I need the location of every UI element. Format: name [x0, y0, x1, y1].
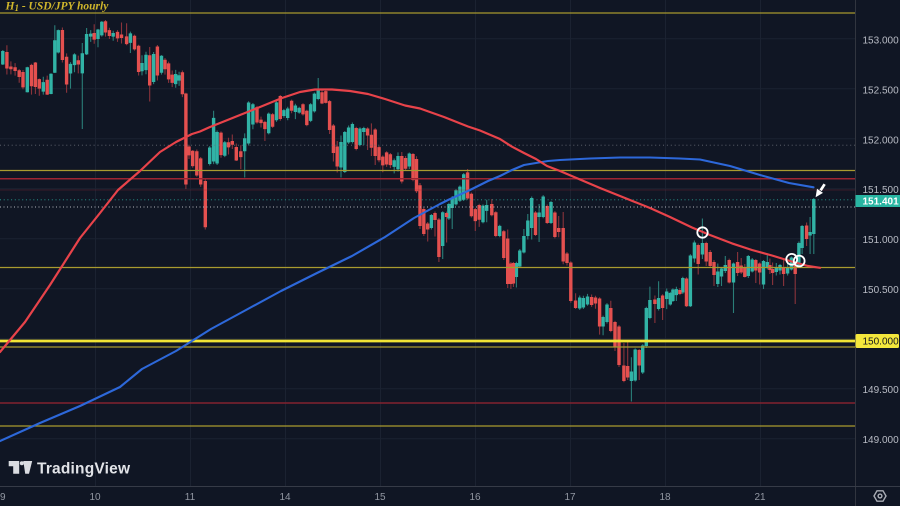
- svg-text:151.401: 151.401: [863, 197, 900, 208]
- svg-text:16: 16: [469, 492, 481, 503]
- svg-text:149.000: 149.000: [863, 435, 900, 446]
- svg-text:17: 17: [564, 492, 576, 503]
- svg-text:21: 21: [754, 492, 766, 503]
- svg-text:152.000: 152.000: [863, 135, 900, 146]
- svg-text:10: 10: [89, 492, 101, 503]
- svg-text:151.000: 151.000: [863, 235, 900, 246]
- svg-text:11: 11: [185, 492, 196, 503]
- svg-text:TradingView: TradingView: [37, 461, 131, 478]
- svg-text:15: 15: [374, 492, 386, 503]
- svg-text:14: 14: [279, 492, 291, 503]
- svg-text:152.500: 152.500: [863, 85, 900, 96]
- svg-text:9: 9: [0, 492, 6, 503]
- svg-text:153.000: 153.000: [863, 35, 900, 46]
- svg-text:H1 - USD/JPY hourly: H1 - USD/JPY hourly: [5, 1, 110, 14]
- svg-text:150.500: 150.500: [863, 285, 900, 296]
- svg-text:149.500: 149.500: [863, 385, 900, 396]
- svg-text:151.500: 151.500: [863, 185, 900, 196]
- svg-text:150.000: 150.000: [863, 337, 900, 348]
- svg-text:18: 18: [659, 492, 671, 503]
